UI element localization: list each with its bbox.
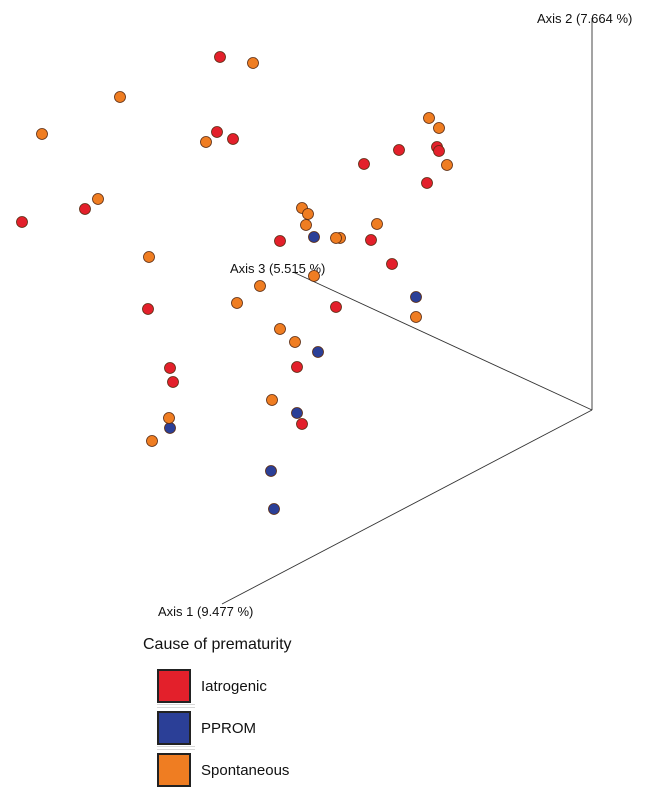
point-spontaneous-6 <box>433 122 445 134</box>
point-iatrogenic-13 <box>330 301 342 313</box>
point-spontaneous-7 <box>441 159 453 171</box>
point-pprom-6 <box>268 503 280 515</box>
point-spontaneous-5 <box>423 112 435 124</box>
point-spontaneous-20 <box>289 336 301 348</box>
point-spontaneous-4 <box>92 193 104 205</box>
point-pprom-1 <box>410 291 422 303</box>
axis-1-line <box>221 409 593 605</box>
legend-item-pprom: PPROM <box>157 710 393 746</box>
legend-item-spontaneous: Spontaneous <box>157 752 393 788</box>
point-pprom-5 <box>265 465 277 477</box>
point-spontaneous-1 <box>114 91 126 103</box>
legend-item-iatrogenic: Iatrogenic <box>157 668 393 704</box>
point-iatrogenic-15 <box>164 362 176 374</box>
pcoa-3d-scatter-plot: Axis 2 (7.664 %) Axis 3 (5.515 %) Axis 1… <box>16 11 632 619</box>
point-iatrogenic-6 <box>393 144 405 156</box>
legend-swatch-pprom <box>157 711 191 745</box>
point-iatrogenic-8 <box>433 145 445 157</box>
point-spontaneous-21 <box>266 394 278 406</box>
axis-2-label: Axis 2 (7.664 %) <box>537 11 632 26</box>
point-iatrogenic-10 <box>274 235 286 247</box>
point-spontaneous-15 <box>254 280 266 292</box>
points-group <box>16 51 453 515</box>
legend-label-iatrogenic: Iatrogenic <box>201 677 267 695</box>
point-iatrogenic-9 <box>421 177 433 189</box>
point-spontaneous-2 <box>36 128 48 140</box>
point-spontaneous-13 <box>371 218 383 230</box>
point-spontaneous-18 <box>410 311 422 323</box>
point-spontaneous-10 <box>300 219 312 231</box>
legend-label-spontaneous: Spontaneous <box>201 761 290 779</box>
legend-label-pprom: PPROM <box>201 719 257 737</box>
point-iatrogenic-3 <box>16 216 28 228</box>
point-spontaneous-14 <box>143 251 155 263</box>
axis-3-label: Axis 3 (5.515 %) <box>230 261 325 276</box>
point-spontaneous-19 <box>274 323 286 335</box>
point-pprom-4 <box>164 422 176 434</box>
axis-3-line <box>292 271 593 411</box>
axes-group: Axis 2 (7.664 %) Axis 3 (5.515 %) Axis 1… <box>158 11 632 619</box>
legend-swatch-spontaneous <box>157 753 191 787</box>
point-iatrogenic-1 <box>211 126 223 138</box>
point-spontaneous-16 <box>231 297 243 309</box>
point-spontaneous-12 <box>330 232 342 244</box>
point-pprom-0 <box>308 231 320 243</box>
point-spontaneous-9 <box>302 208 314 220</box>
point-iatrogenic-2 <box>227 133 239 145</box>
point-spontaneous-3 <box>200 136 212 148</box>
point-iatrogenic-14 <box>142 303 154 315</box>
legend: Cause of prematurity Iatrogenic PPROM Sp… <box>143 636 393 788</box>
point-iatrogenic-16 <box>167 376 179 388</box>
point-pprom-3 <box>291 407 303 419</box>
point-iatrogenic-12 <box>386 258 398 270</box>
point-iatrogenic-11 <box>365 234 377 246</box>
legend-separator <box>157 704 195 710</box>
point-pprom-2 <box>312 346 324 358</box>
point-iatrogenic-17 <box>291 361 303 373</box>
point-iatrogenic-0 <box>214 51 226 63</box>
axis-1-label: Axis 1 (9.477 %) <box>158 604 253 619</box>
legend-items: Iatrogenic PPROM Spontaneous <box>157 668 393 788</box>
point-iatrogenic-4 <box>79 203 91 215</box>
legend-separator <box>157 746 195 752</box>
legend-title: Cause of prematurity <box>143 636 292 653</box>
point-iatrogenic-5 <box>358 158 370 170</box>
point-iatrogenic-18 <box>296 418 308 430</box>
point-spontaneous-23 <box>146 435 158 447</box>
legend-swatch-iatrogenic <box>157 669 191 703</box>
point-spontaneous-17 <box>308 270 320 282</box>
point-spontaneous-0 <box>247 57 259 69</box>
point-spontaneous-22 <box>163 412 175 424</box>
